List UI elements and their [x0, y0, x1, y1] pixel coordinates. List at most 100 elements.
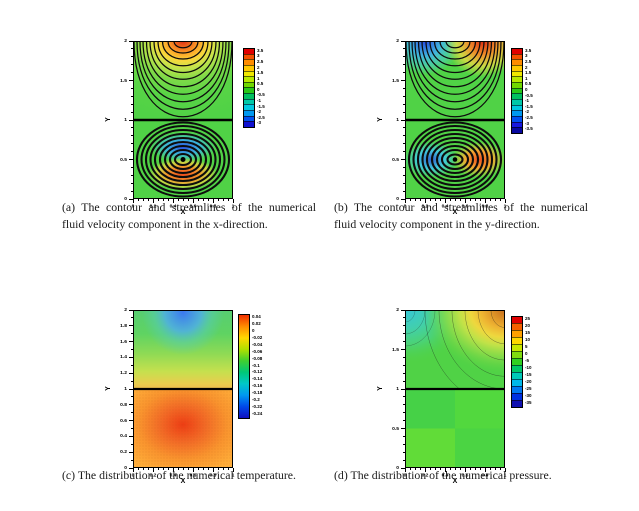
x-tick-label: 0.2 — [421, 472, 429, 478]
colorbar-cell — [512, 337, 522, 344]
y-minor-tick — [130, 380, 133, 382]
y-minor-tick — [130, 103, 133, 105]
colorbar-label: -0.2 — [252, 397, 260, 403]
colorbar-cell — [244, 115, 254, 122]
y-tick-label: 2 — [396, 307, 399, 313]
plot-area-a — [133, 41, 233, 199]
y-major-tick — [129, 119, 133, 121]
y-major-tick — [129, 467, 133, 469]
colorbar-cell — [512, 121, 522, 128]
colorbar-cell — [512, 104, 522, 111]
y-minor-tick — [402, 135, 405, 137]
x-minor-tick — [494, 199, 496, 201]
colorbar-label: 3.5 — [257, 48, 264, 54]
colorbar-label: -0.08 — [252, 356, 263, 361]
x-minor-tick — [459, 199, 461, 201]
x-minor-tick — [409, 468, 411, 470]
x-minor-tick — [414, 468, 416, 470]
colorbar-label: 1 — [257, 76, 260, 81]
x-major-tick — [484, 468, 486, 472]
colorbar-label: -3.5 — [525, 126, 533, 132]
x-tick-label: 1 — [503, 203, 507, 209]
colorbar-label: 0.5 — [257, 81, 264, 87]
x-minor-tick — [147, 468, 149, 470]
x-major-tick — [424, 199, 426, 203]
x-major-tick — [172, 199, 174, 203]
x-tick-label: 0 — [131, 472, 135, 478]
colorbar-cell — [512, 49, 522, 54]
colorbar-label: 10 — [525, 337, 531, 343]
colorbar-cell — [512, 400, 522, 407]
y-minor-tick — [402, 182, 405, 184]
plot-border — [133, 41, 233, 199]
colorbar-cell — [512, 65, 522, 71]
y-minor-tick — [402, 103, 405, 105]
y-major-tick — [401, 80, 405, 81]
x-tick-label: 0.8 — [209, 472, 217, 478]
x-minor-tick — [419, 199, 421, 201]
y-tick-label: 1 — [124, 386, 127, 392]
x-tick-label: 1 — [503, 472, 507, 478]
x-minor-tick — [474, 199, 476, 201]
y-minor-tick — [130, 428, 133, 429]
lower-pressure-quadrants — [405, 389, 505, 468]
y-major-tick — [129, 420, 133, 422]
colorbar-cell — [512, 99, 522, 105]
y-minor-tick — [402, 412, 405, 414]
y-minor-tick — [402, 341, 405, 343]
colorbar-label: -25 — [525, 386, 532, 391]
colorbar-cell — [512, 53, 522, 60]
y-tick-label: 0.5 — [120, 157, 127, 162]
y-minor-tick — [130, 143, 133, 145]
x-minor-tick — [449, 468, 451, 470]
y-minor-tick — [130, 317, 133, 319]
y-minor-tick — [402, 435, 405, 437]
y-major-tick — [401, 467, 405, 469]
x-minor-tick — [187, 199, 189, 201]
x-tick-label: 1 — [231, 203, 235, 209]
y-minor-tick — [402, 143, 405, 145]
y-tick-label: 1 — [396, 386, 399, 392]
colorbar-cell — [512, 116, 522, 122]
x-minor-tick — [499, 468, 501, 470]
colorbar-label: 0 — [525, 351, 528, 357]
y-tick-label: 0 — [396, 196, 399, 202]
y-tick-label: 1 — [396, 117, 399, 123]
x-minor-tick — [142, 468, 144, 470]
x-minor-tick — [222, 468, 224, 470]
x-major-tick — [484, 199, 486, 203]
x-major-tick — [192, 199, 194, 203]
pressure-corner-gradients — [405, 310, 505, 389]
colorbar-cell — [244, 70, 254, 77]
colorbar-label: -0.5 — [257, 93, 265, 98]
x-tick-label: 0.2 — [421, 203, 429, 209]
plot-border — [405, 310, 505, 468]
contour-plot-c — [133, 310, 233, 468]
plot-border — [133, 310, 233, 468]
x-minor-tick — [217, 199, 219, 201]
colorbar-label: 15 — [525, 331, 531, 336]
colorbar-label: 0 — [252, 328, 255, 334]
contour-plot-b — [405, 41, 505, 199]
x-tick-label: 0.8 — [481, 472, 489, 478]
x-major-tick — [464, 468, 466, 472]
colorbar-label: 25 — [525, 317, 531, 322]
colorbar-label: 0.04 — [252, 315, 261, 320]
y-major-tick — [129, 451, 133, 453]
y-tick-label: 1.2 — [120, 370, 127, 376]
y-major-tick — [401, 159, 405, 160]
y-major-tick — [401, 349, 405, 350]
colorbar-cell — [244, 104, 254, 111]
x-minor-tick — [409, 199, 411, 201]
y-minor-tick — [130, 127, 133, 129]
y-minor-tick — [130, 349, 133, 350]
colorbar-cell — [244, 49, 254, 54]
x-minor-tick — [187, 468, 189, 470]
vortex-streamlines — [407, 121, 503, 198]
x-minor-tick — [217, 468, 219, 470]
y-minor-tick — [402, 396, 405, 398]
y-major-tick — [401, 388, 405, 390]
x-minor-tick — [202, 199, 204, 201]
y-minor-tick — [402, 459, 405, 461]
y-tick-label: 0.6 — [120, 418, 127, 424]
